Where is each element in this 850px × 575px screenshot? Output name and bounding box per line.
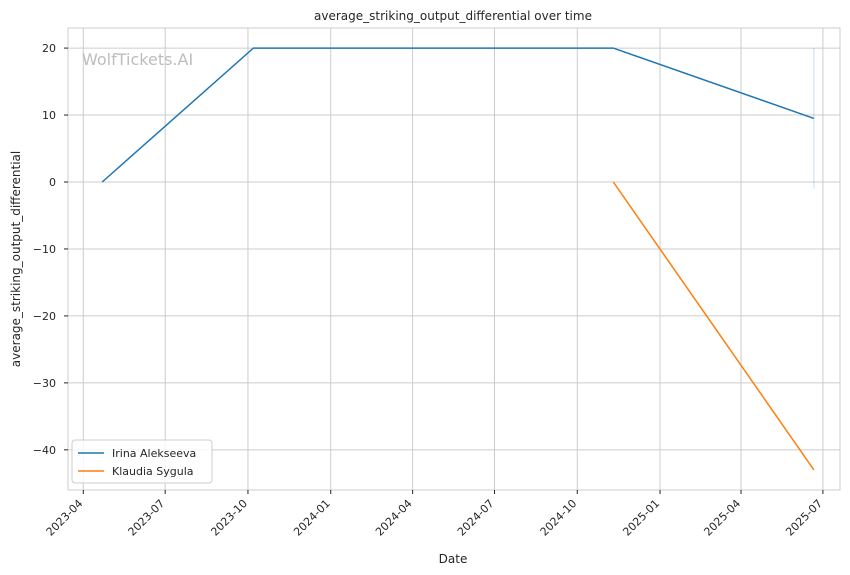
series-line-irina-alekseeva [101,47,815,183]
legend: Irina Alekseeva Klaudia Sygula [71,439,213,484]
x-tick-label: 2024-04 [373,497,415,539]
x-axis-label: Date [439,552,468,566]
y-axis-label: average_striking_output_differential [9,151,23,367]
y-tick-label: −20 [33,310,56,323]
x-tick-label: 2024-07 [455,497,497,539]
y-tick-label: −10 [33,243,56,256]
x-tick-label: 2023-07 [126,497,168,539]
legend-label: Klaudia Sygula [112,465,194,478]
watermark: WolfTickets.AI [82,50,193,69]
y-tick-label: −40 [33,444,56,457]
legend-label: Irina Alekseeva [112,447,196,460]
x-tick-label: 2023-04 [44,497,86,539]
y-tick-label: 20 [42,42,56,55]
x-tick-label: 2024-10 [538,497,580,539]
y-tick-label: −30 [33,377,56,390]
y-tick-label: 0 [49,176,56,189]
x-tick-label: 2025-04 [701,497,743,539]
x-tick-label: 2025-07 [783,497,825,539]
chart-title: average_striking_output_differential ove… [314,9,592,23]
y-tick-labels: 20 10 0 −10 −20 −30 −40 [33,42,68,457]
plot-area [67,27,841,491]
grid [68,28,840,490]
y-tick-label: 10 [42,109,56,122]
x-tick-label: 2024-01 [291,497,333,539]
x-tick-label: 2025-01 [620,497,662,539]
series-line-klaudia-sygula [612,181,815,471]
x-tick-label: 2023-10 [208,497,250,539]
series-layer [101,47,815,471]
x-tick-labels: 2023-04 2023-07 2023-10 2024-01 2024-04 2024-… [44,490,825,539]
legend-box [71,439,213,484]
